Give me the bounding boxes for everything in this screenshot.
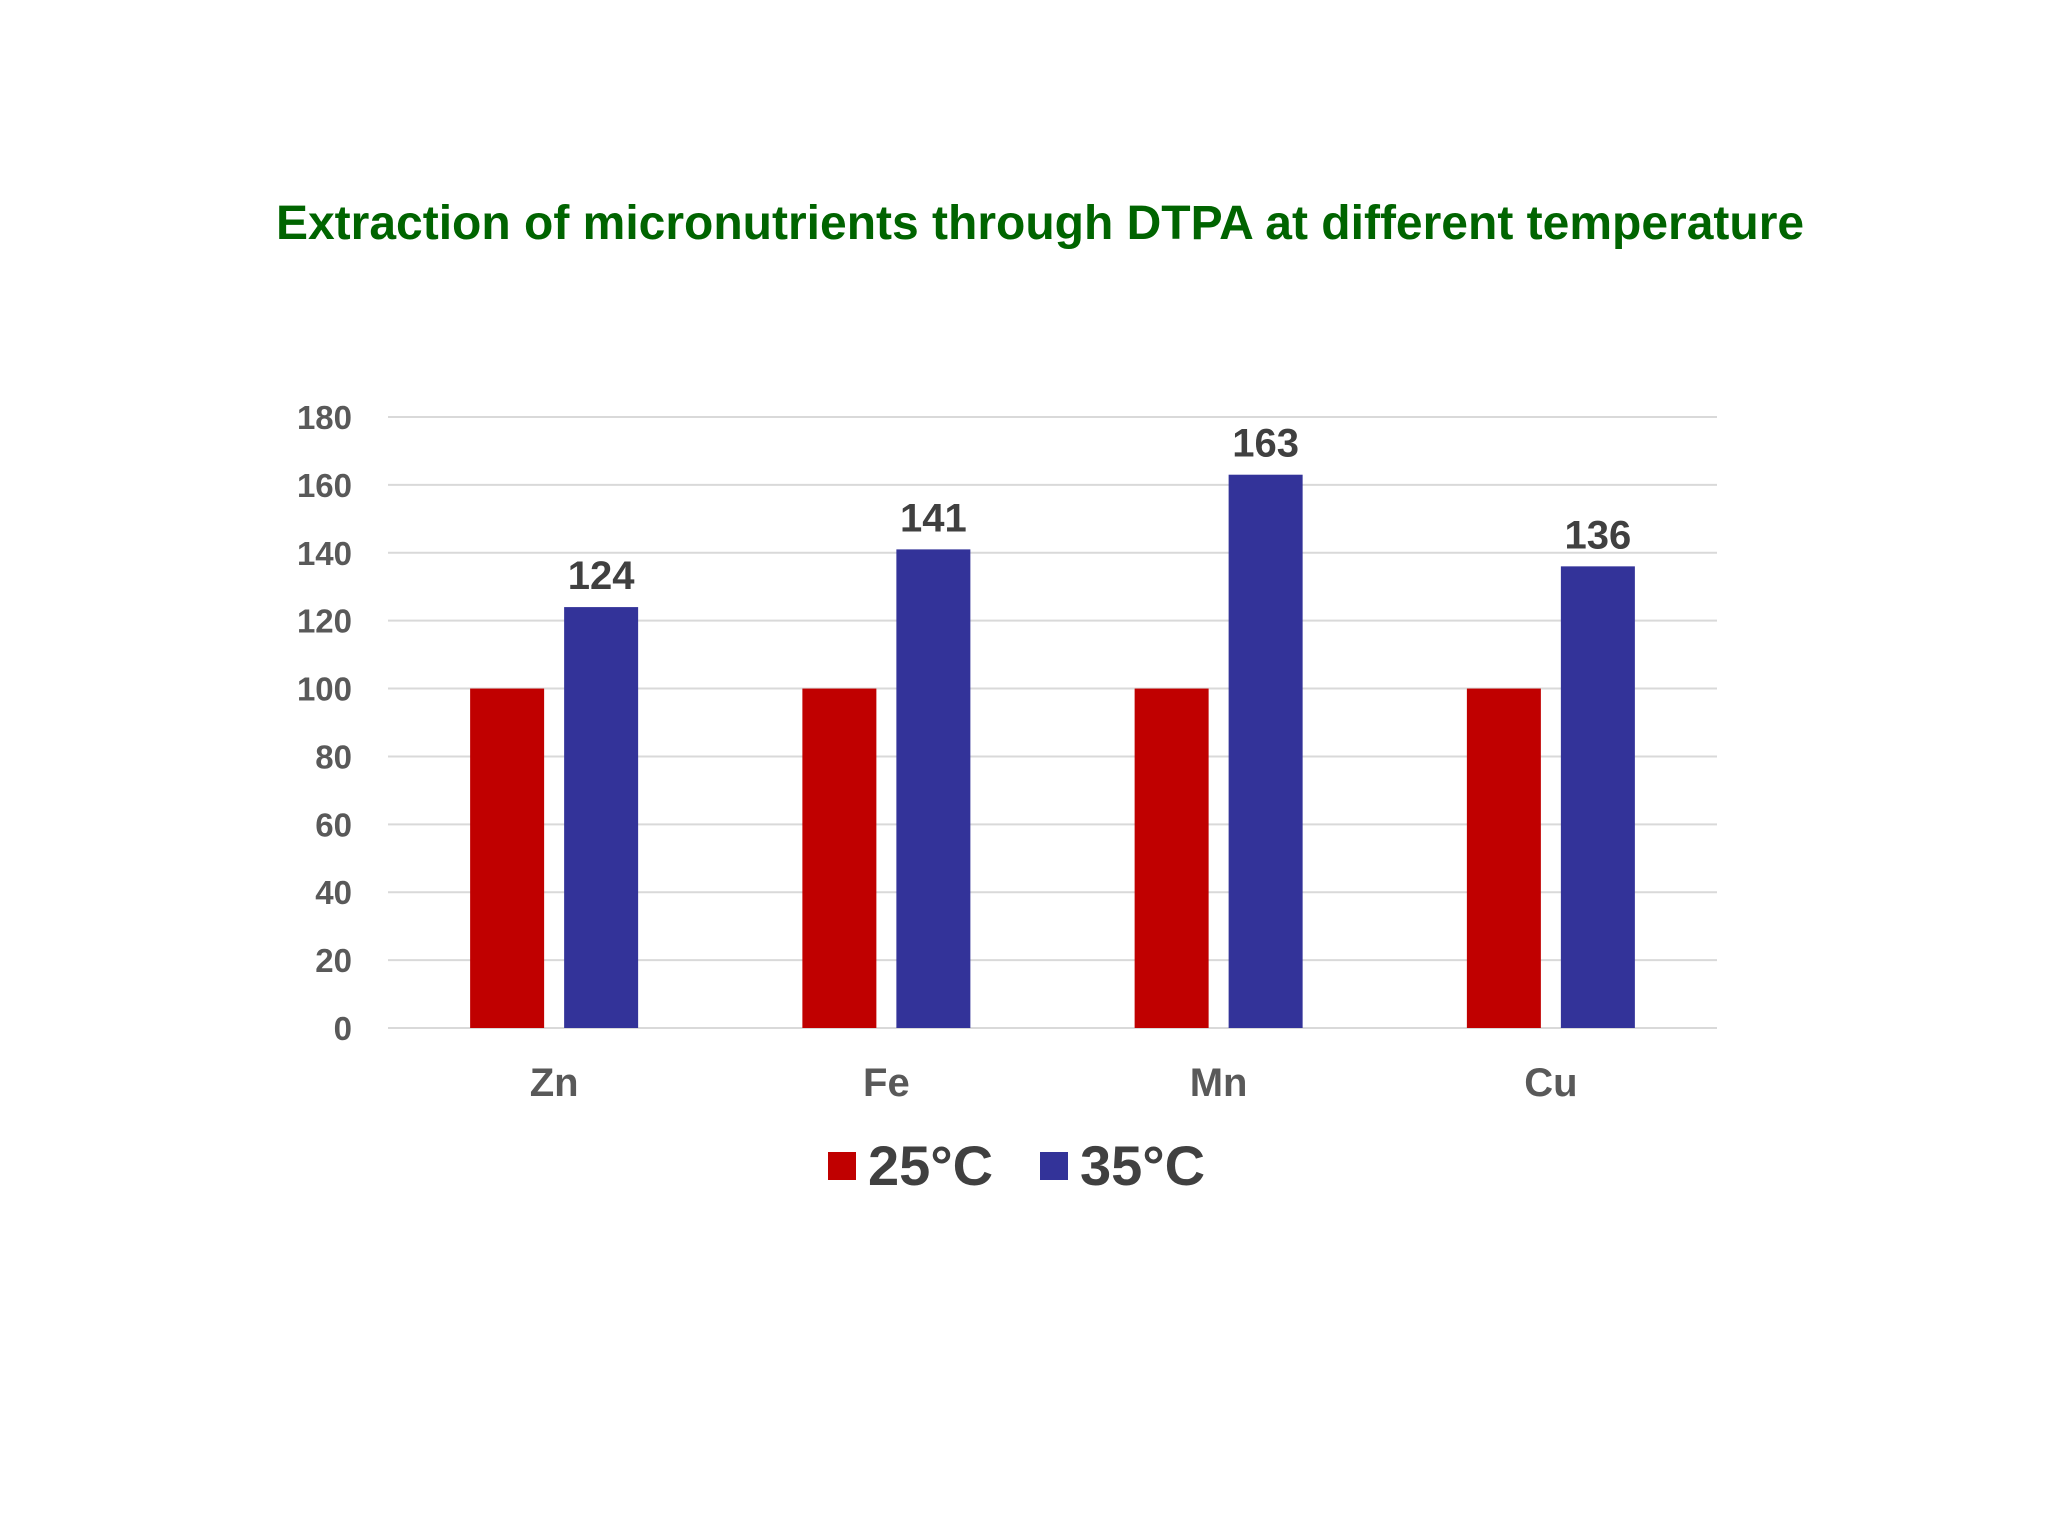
category-label-zn: Zn (530, 1061, 579, 1105)
data-labels: 124 141 163 136 (568, 422, 1632, 598)
y-tick-label: 100 (297, 671, 352, 708)
y-tick-label: 180 (297, 399, 352, 436)
y-axis-tick-labels: 0 20 40 60 80 100 120 140 160 180 (297, 399, 352, 1047)
bar-zn-series-2 (564, 607, 639, 1028)
y-tick-label: 0 (334, 1010, 352, 1047)
bar-zn-series-1 (470, 688, 545, 1028)
bar-mn-series-1 (1134, 688, 1209, 1028)
bar-cu-series-2 (1560, 566, 1635, 1028)
chart-title: Extraction of micronutrients through DTP… (275, 197, 1805, 250)
legend-swatch-1 (828, 1152, 856, 1180)
data-label-mn: 163 (1232, 422, 1299, 466)
data-label-zn: 124 (568, 554, 635, 598)
bars (470, 474, 1635, 1028)
data-label-fe: 141 (900, 496, 967, 540)
legend-label-1: 25°C (868, 1134, 993, 1197)
y-tick-label: 20 (315, 942, 352, 979)
bar-cu-series-1 (1466, 688, 1541, 1028)
y-tick-label: 80 (315, 738, 352, 775)
legend-label-2: 35°C (1080, 1134, 1205, 1197)
bar-fe-series-2 (896, 549, 971, 1028)
y-tick-label: 140 (297, 535, 352, 572)
category-label-fe: Fe (863, 1061, 910, 1105)
x-axis-category-labels: Zn Fe Mn Cu (530, 1061, 1578, 1105)
legend-swatch-2 (1040, 1152, 1068, 1180)
y-tick-label: 60 (315, 806, 352, 843)
bar-fe-series-1 (802, 688, 877, 1028)
category-label-mn: Mn (1190, 1061, 1248, 1105)
category-label-cu: Cu (1524, 1061, 1577, 1105)
y-tick-label: 120 (297, 603, 352, 640)
y-tick-label: 40 (315, 874, 352, 911)
legend: 25°C 35°C (828, 1134, 1205, 1197)
data-label-cu: 136 (1565, 513, 1632, 557)
bar-mn-series-2 (1228, 474, 1303, 1028)
y-tick-label: 160 (297, 467, 352, 504)
